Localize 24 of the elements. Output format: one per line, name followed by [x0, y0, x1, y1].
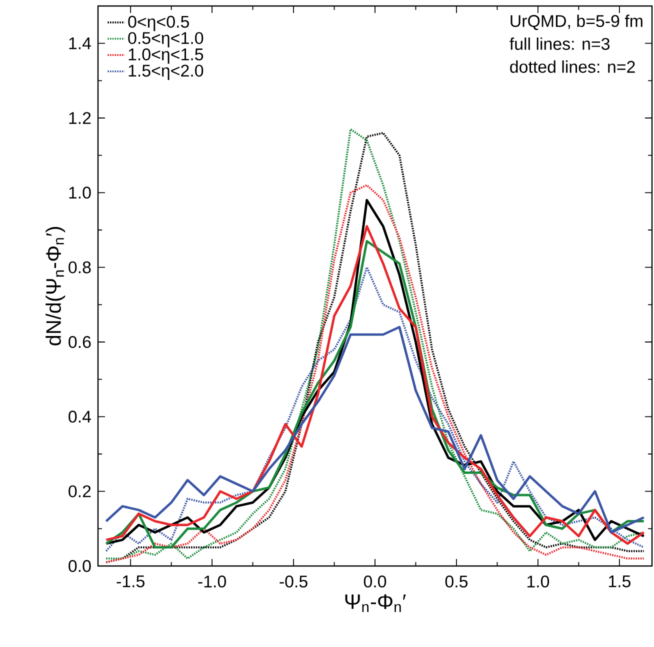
y-axis-title: dN/d(Ψ$_{n}$-Φ$_{n}$′) [46, 227, 66, 346]
x-tick-label: -1.5 [116, 576, 144, 588]
x-tick-label: 0.0 [364, 576, 386, 588]
y-tick-label: 0.2 [68, 485, 91, 498]
y-tick-label: 1.0 [69, 186, 91, 199]
legend-label: 1.0<η<1.5 [128, 48, 204, 64]
x-tick-label: -1.0 [198, 576, 226, 588]
legend-label: 0.5<η<1.0 [128, 32, 204, 48]
annotation: dotted lines: n=2 [510, 60, 635, 73]
y-tick-label: 0.0 [68, 560, 91, 572]
legend-label: 1.5<η<2.0 [128, 64, 204, 80]
x-tick-label: -0.5 [280, 576, 308, 588]
y-tick-label: 0.8 [68, 261, 91, 274]
x-tick-label: 1.5 [608, 576, 630, 588]
annotation: full lines: n=3 [510, 38, 610, 50]
legend-label: 0<η<0.5 [128, 16, 189, 32]
y-tick-label: 1.2 [69, 112, 91, 124]
x-axis-title: Ψ$_{n}$-Φ$_{n}$′ [345, 594, 406, 612]
x-tick-label: 0.5 [445, 576, 468, 588]
y-tick-label: 0.6 [68, 336, 91, 348]
annotation: UrQMD, b=5-9 fm [510, 14, 642, 30]
x-tick-label: 1.0 [527, 576, 550, 588]
y-tick-label: 0.4 [68, 410, 91, 423]
y-tick-label: 1.4 [69, 37, 91, 50]
